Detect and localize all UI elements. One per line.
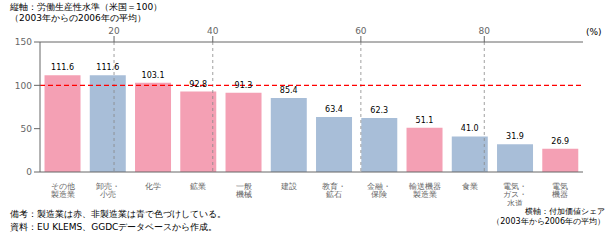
svg-text:60: 60 (355, 26, 367, 36)
svg-text:63.4: 63.4 (325, 105, 343, 114)
svg-text:26.9: 26.9 (551, 137, 569, 146)
svg-text:20: 20 (108, 26, 120, 36)
svg-text:電気機器: 電気機器 (552, 182, 568, 200)
html-text:横軸：付加価値シェア （2003年から2006年の平均）: 横軸：付加価値シェア （2003年から2006年の平均） (492, 207, 605, 226)
svg-text:100: 100 (15, 81, 32, 91)
svg-text:建設: 建設 (280, 182, 297, 191)
svg-text:85.4: 85.4 (280, 86, 298, 95)
svg-text:91.3: 91.3 (235, 81, 253, 90)
svg-text:92.8: 92.8 (189, 80, 207, 89)
svg-text:103.1: 103.1 (142, 71, 165, 80)
html-text:（2003年からの2006年の平均）: （2003年からの2006年の平均） (10, 13, 146, 23)
svg-text:41.0: 41.0 (461, 124, 479, 133)
svg-text:31.9: 31.9 (506, 132, 524, 141)
svg-text:80: 80 (479, 26, 491, 36)
svg-text:食業: 食業 (462, 182, 478, 191)
html-text:縦軸：労働生産性水準（米国＝100）: 縦軸：労働生産性水準（米国＝100） (10, 2, 163, 12)
svg-text:卸売・小売: 卸売・小売 (96, 182, 120, 200)
svg-text:50: 50 (21, 124, 33, 134)
svg-text:教育・鉱石: 教育・鉱石 (322, 182, 346, 200)
svg-text:化学: 化学 (145, 182, 161, 191)
svg-text:40: 40 (207, 26, 219, 36)
svg-text:一般機械: 一般機械 (236, 182, 252, 200)
svg-text:150: 150 (15, 37, 32, 47)
svg-text:0: 0 (26, 167, 32, 177)
html-text:資料：EU KLEMS、GGDCデータベースから作成。: 資料：EU KLEMS、GGDCデータベースから作成。 (10, 222, 218, 232)
svg-text:111.6: 111.6 (51, 63, 74, 72)
svg-text:111.6: 111.6 (96, 63, 119, 72)
svg-text:輸送機器製造業: 輸送機器製造業 (409, 182, 441, 200)
svg-text:金融・保険: 金融・保険 (367, 182, 391, 200)
html-text:備考：製造業は赤、非製造業は青で色づけしている。: 備考：製造業は赤、非製造業は青で色づけしている。 (10, 209, 226, 219)
svg-text:その他製造業: その他製造業 (51, 182, 75, 200)
svg-text:鉱業: 鉱業 (190, 182, 206, 191)
svg-text:電気・ガス・水道: 電気・ガス・水道 (503, 182, 527, 206)
svg-text:51.1: 51.1 (416, 116, 434, 125)
svg-text:62.3: 62.3 (370, 106, 388, 115)
